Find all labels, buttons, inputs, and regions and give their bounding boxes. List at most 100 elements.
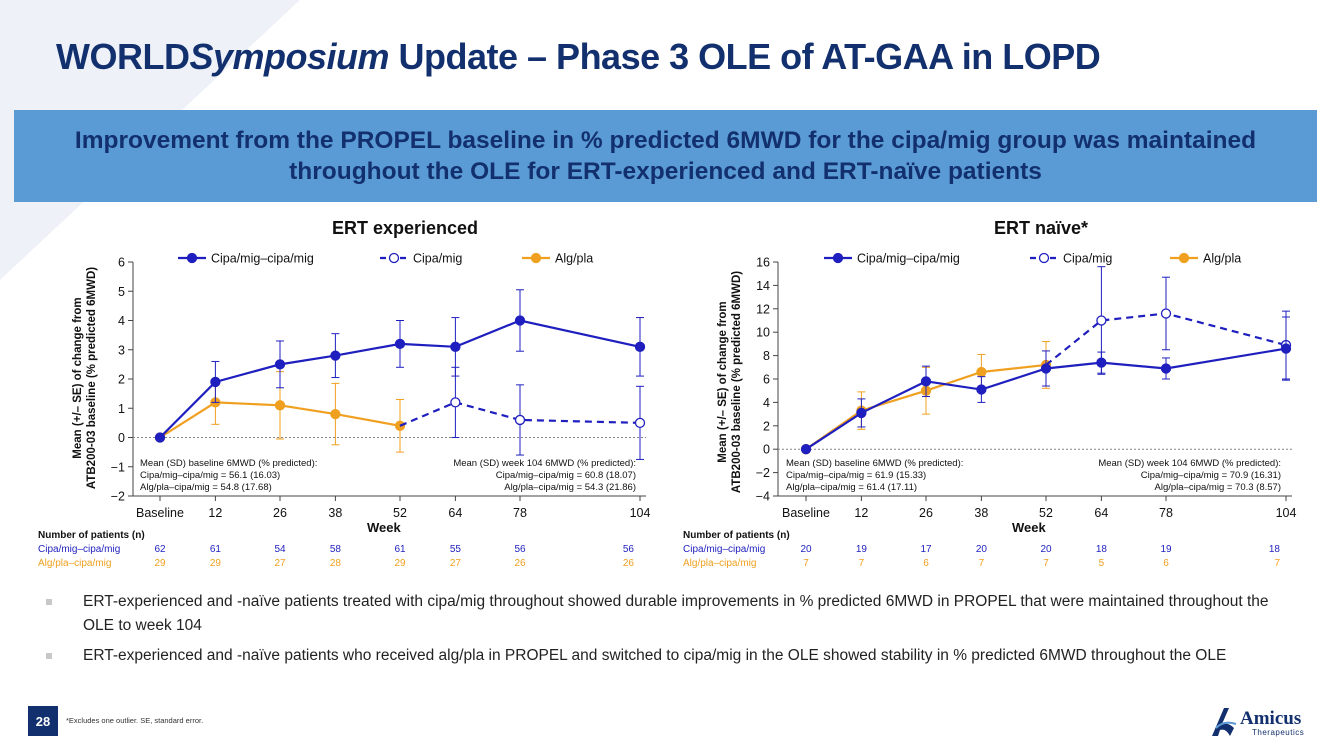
y-tick-label: 8 [763, 349, 770, 363]
x-tick-label: 104 [1276, 506, 1297, 520]
patients-count: 18 [1269, 544, 1281, 555]
data-point [1280, 343, 1292, 354]
x-tick-label: 104 [630, 506, 651, 520]
stats-line: Cipa/mig–cipa/mig = 60.8 (18.07) [495, 470, 636, 481]
x-tick-label: 26 [919, 506, 933, 520]
data-point [450, 397, 461, 408]
data-point [514, 414, 526, 426]
y-tick-label: 0 [763, 443, 770, 457]
stats-line: Cipa/mig–cipa/mig = 56.1 (16.03) [140, 470, 281, 481]
bullet-text: ERT-experienced and -naïve patients trea… [83, 593, 1269, 634]
chart-left-title: ERT experienced [332, 218, 479, 238]
chart-right-xlabel: Week [1012, 520, 1046, 535]
data-point [856, 407, 867, 419]
y-tick-label: 4 [763, 396, 770, 410]
y-tick-label: 5 [118, 285, 125, 299]
patients-count: 29 [394, 558, 406, 569]
series-line-cipa-mig-cipa-mig [159, 319, 641, 439]
bullet-list: ERT-experienced and -naïve patients trea… [46, 590, 1276, 674]
chart-right-stats-week104: Mean (SD) week 104 6MWD (% predicted): C… [1074, 458, 1281, 494]
legend-marker [1038, 252, 1050, 264]
stats-line: Alg/pla–cipa/mig = 54.8 (17.68) [140, 482, 272, 493]
legend-marker [832, 252, 844, 264]
stats-line: Mean (SD) baseline 6MWD (% predicted): [786, 458, 964, 469]
y-tick-label: 6 [118, 256, 125, 270]
patients-count: 7 [1274, 558, 1280, 569]
patients-row-label: Alg/pla–cipa/mig [38, 558, 112, 569]
patients-count: 56 [623, 544, 635, 555]
stats-line: Alg/pla–cipa/mig = 70.3 (8.57) [1154, 482, 1281, 493]
patients-row-label: Cipa/mig–cipa/mig [38, 544, 121, 555]
data-point [976, 384, 987, 395]
y-tick-label: 14 [756, 279, 770, 293]
legend-label: Cipa/mig [1063, 252, 1112, 266]
y-tick-label: 0 [118, 431, 125, 445]
patients-count: 61 [210, 544, 222, 555]
patients-count: 6 [923, 558, 929, 569]
bullet-text: ERT-experienced and -naïve patients who … [83, 647, 1227, 664]
x-tick-label: Baseline [136, 506, 184, 520]
patients-row-label: Cipa/mig–cipa/mig [683, 544, 766, 555]
legend-marker [1178, 252, 1190, 264]
y-tick-label: 12 [756, 302, 770, 316]
data-point [154, 432, 166, 443]
patients-count: 26 [623, 558, 635, 569]
bullet-item: ERT-experienced and -naïve patients who … [46, 644, 1276, 668]
stats-line: Alg/pla–cipa/mig = 61.4 (17.11) [786, 482, 918, 493]
patients-row-label: Alg/pla–cipa/mig [683, 558, 757, 569]
x-tick-label: 78 [1159, 506, 1173, 520]
x-tick-label: 64 [448, 506, 462, 520]
y-tick-label: 1 [118, 402, 125, 416]
bullet-item: ERT-experienced and -naïve patients trea… [46, 590, 1276, 638]
patients-count: 58 [330, 544, 342, 555]
series-line-cipa-mig-cipa-mig [805, 347, 1287, 451]
data-point [394, 338, 406, 350]
legend-marker [530, 252, 542, 264]
patients-count: 27 [450, 558, 462, 569]
data-point [450, 341, 461, 352]
data-point [1160, 363, 1172, 374]
y-tick-label: 3 [118, 343, 125, 357]
y-tick-label: 2 [763, 419, 770, 433]
data-point [330, 408, 341, 420]
x-tick-label: 12 [208, 506, 222, 520]
title-bold: WORLD [56, 36, 190, 77]
legend-label: Cipa/mig–cipa/mig [857, 252, 960, 266]
patients-count: 20 [1040, 544, 1052, 555]
data-point [634, 417, 646, 429]
chart-left-xlabel: Week [367, 520, 401, 535]
x-tick-label: 12 [854, 506, 868, 520]
stats-line: Mean (SD) week 104 6MWD (% predicted): [453, 458, 636, 469]
patients-count: 56 [514, 544, 526, 555]
stats-line: Cipa/mig–cipa/mig = 61.9 (15.33) [786, 470, 927, 481]
data-point [330, 350, 341, 361]
logo-wordmark: Amicus [1240, 708, 1301, 729]
legend-marker [388, 252, 400, 264]
legend-label: Alg/pla [1203, 252, 1241, 266]
legend-marker [186, 252, 198, 264]
patients-count: 20 [976, 544, 988, 555]
chart-right-title: ERT naïve* [994, 218, 1089, 238]
data-point [800, 444, 812, 455]
y-tick-label: 2 [118, 373, 125, 387]
data-point [210, 376, 221, 388]
y-tick-label: −2 [756, 466, 770, 480]
patients-header: Number of patients (n) [683, 530, 790, 541]
chart-right-stats-baseline: Mean (SD) baseline 6MWD (% predicted): C… [786, 458, 963, 494]
x-tick-label: 52 [393, 506, 407, 520]
y-tick-label: −1 [111, 460, 125, 474]
stats-line: Mean (SD) baseline 6MWD (% predicted): [140, 458, 318, 469]
patients-count: 7 [979, 558, 985, 569]
amicus-logo: Amicus Therapeutics [1212, 708, 1304, 737]
key-message-banner: Improvement from the PROPEL baseline in … [14, 110, 1317, 202]
patients-count: 17 [920, 544, 932, 555]
banner-text: Improvement from the PROPEL baseline in … [74, 127, 1257, 185]
data-point [274, 400, 286, 411]
data-point [514, 315, 526, 326]
x-tick-label: 38 [328, 506, 342, 520]
data-point [976, 366, 987, 378]
series-line-cipa-mig [399, 401, 641, 427]
stats-line: Alg/pla–cipa/mig = 54.3 (21.86) [504, 482, 636, 493]
page-number: 28 [28, 706, 58, 736]
stats-line: Cipa/mig–cipa/mig = 70.9 (16.31) [1140, 470, 1281, 481]
